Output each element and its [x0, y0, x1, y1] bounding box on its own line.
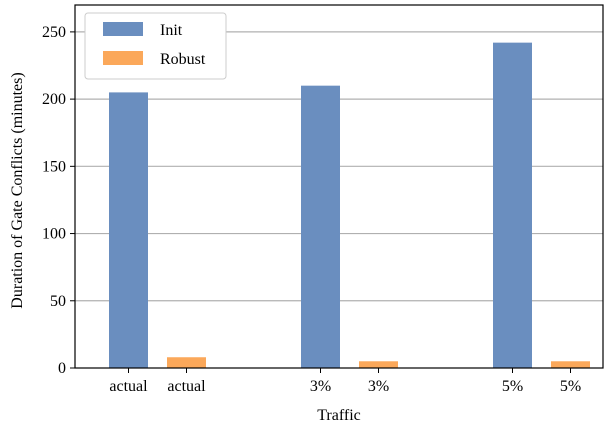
bar-init-5pct [493, 42, 532, 369]
bar-robust-actual [167, 357, 206, 368]
x-axis-ticks: actual actual 3% 3% 5% 5% [109, 368, 581, 395]
legend: Init Robust [84, 12, 227, 80]
legend-items: Init Robust [103, 22, 206, 68]
legend-swatch-robust [103, 51, 143, 65]
bars [109, 42, 590, 369]
x-tick-label: 3% [310, 378, 331, 395]
bar-init-3pct [301, 85, 340, 369]
x-tick-label: actual [109, 378, 148, 395]
legend-swatch-init [103, 22, 143, 36]
y-axis-ticks: 0 50 100 150 200 250 [42, 24, 75, 377]
x-tick-label: 5% [560, 378, 581, 395]
bar-init-actual [109, 92, 148, 368]
x-axis-label: Traffic [317, 407, 361, 424]
x-tick-label: 5% [502, 378, 523, 395]
x-tick-label: 3% [368, 378, 389, 395]
y-tick-label: 50 [50, 293, 66, 310]
legend-label-robust: Robust [160, 51, 206, 68]
y-tick-label: 100 [42, 226, 66, 243]
bar-robust-5pct [551, 361, 590, 368]
legend-label-init: Init [160, 22, 183, 39]
y-axis-label: Duration of Gate Conflicts (minutes) [9, 72, 26, 308]
x-tick-label: actual [167, 378, 206, 395]
y-tick-label: 250 [42, 24, 66, 41]
bar-robust-3pct [359, 361, 398, 368]
plot-frame [74, 4, 604, 369]
y-tick-label: 200 [42, 91, 66, 108]
y-tick-label: 0 [58, 360, 66, 377]
y-tick-label: 150 [42, 158, 66, 175]
